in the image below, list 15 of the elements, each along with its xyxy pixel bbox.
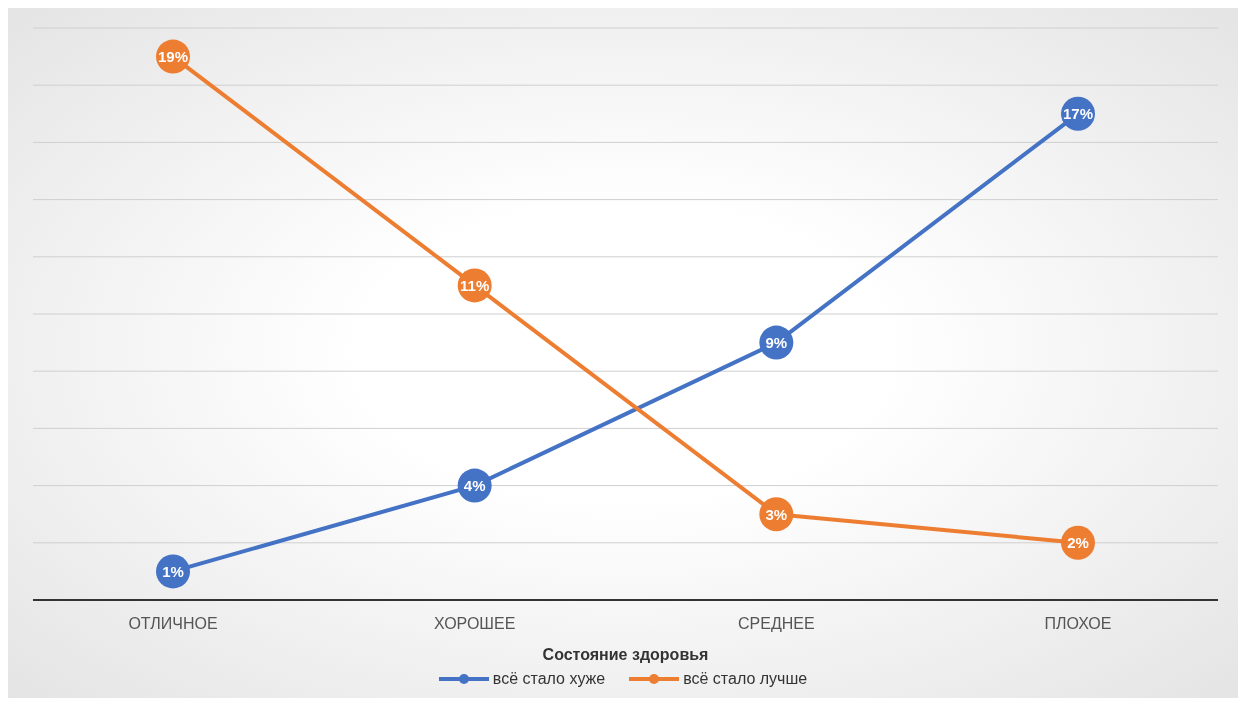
- data-label: 17%: [1062, 105, 1094, 123]
- x-axis-title: Состояние здоровья: [542, 646, 709, 663]
- x-tick-label: СРЕДНЕЕ: [738, 615, 815, 633]
- data-label: 2%: [1067, 534, 1089, 552]
- data-label: 4%: [463, 476, 486, 494]
- data-label: 11%: [460, 276, 490, 294]
- x-tick-label: ХОРОШЕЕ: [433, 615, 516, 633]
- data-label: 19%: [157, 47, 189, 65]
- legend-label: всё стало лучше: [682, 670, 808, 688]
- x-tick-label: ОТЛИЧНОЕ: [128, 615, 218, 633]
- data-label: 1%: [162, 562, 184, 580]
- data-label: 3%: [765, 505, 788, 523]
- x-tick-label: ПЛОХОЕ: [1044, 615, 1112, 633]
- data-label: 9%: [765, 333, 788, 351]
- legend-label: всё стало хуже: [491, 670, 606, 688]
